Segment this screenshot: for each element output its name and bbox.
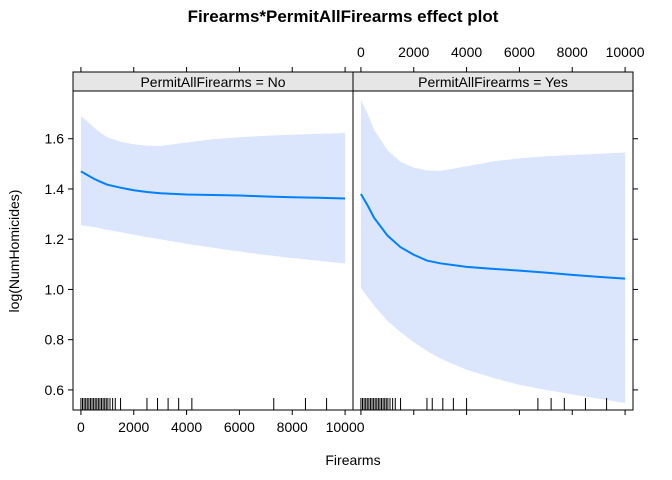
rug [80,398,328,410]
y-axis-left: 0.6 0.8 1.0 1.2 1.4 1.6 [45,131,73,398]
x-axis-top: 0 2000 4000 6000 8000 10000 [80,44,645,72]
x-tick-label-top: 6000 [504,44,535,60]
x-tick-label-top: 0 [357,44,365,60]
x-tick-label: 8000 [277,419,308,435]
y-tick-label: 1.0 [45,281,65,297]
y-tick-label: 1.6 [45,131,65,147]
x-axis-bottom: 0 2000 4000 6000 8000 10000 [77,410,626,435]
confidence-band [360,99,626,403]
panels: PermitAllFirearms = No PermitAllFirearms … [72,71,634,411]
x-tick-label-top: 10000 [606,44,645,60]
strip-label: PermitAllFirearms = Yes [418,74,568,90]
x-tick-label: 10000 [326,419,365,435]
fit-line [360,193,626,280]
y-tick-label: 0.6 [45,382,65,398]
rug [360,398,608,410]
panel-1: PermitAllFirearms = No [72,71,354,411]
confidence-band [80,116,346,264]
y-tick-label: 0.8 [45,332,65,348]
y-axis-right [633,138,638,391]
panel-frame [352,90,634,411]
chart-title: Firearms*PermitAllFirearms effect plot [188,7,499,26]
y-axis-label: log(NumHomicides) [6,190,22,313]
fit-line [80,170,346,200]
x-tick-label: 0 [77,419,85,435]
y-tick-label: 1.4 [45,181,65,197]
y-tick-label: 1.2 [45,231,65,247]
x-tick-label-top: 2000 [398,44,429,60]
x-tick-label: 4000 [171,419,202,435]
x-tick-label: 2000 [118,419,149,435]
x-tick-label-top: 8000 [557,44,588,60]
strip-label: PermitAllFirearms = No [140,74,285,90]
x-tick-label: 6000 [224,419,255,435]
x-tick-label-top: 4000 [451,44,482,60]
x-axis-label: Firearms [325,452,380,468]
panel-2: PermitAllFirearms = Yes [352,71,634,411]
